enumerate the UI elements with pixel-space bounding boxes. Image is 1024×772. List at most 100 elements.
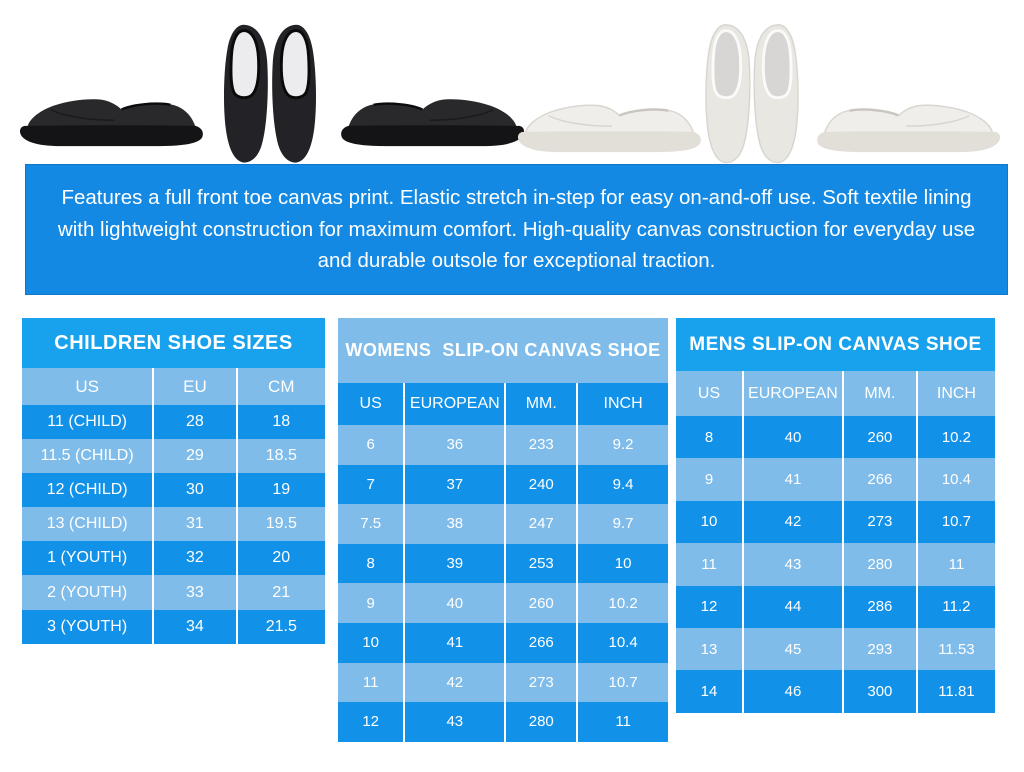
- table-cell: 13: [700, 640, 718, 658]
- table-row: 1 (YOUTH) 32 20: [22, 541, 325, 576]
- table-cell: 21.5: [235, 609, 325, 644]
- table-cell: 233: [504, 425, 576, 465]
- table-cell: 12: [700, 598, 718, 616]
- header-cell: INCH: [915, 371, 995, 416]
- table-cell: 280: [841, 543, 916, 586]
- table-cell: 13 (CHILD): [46, 515, 128, 533]
- table-row: 6 36 233 9.2: [338, 425, 668, 465]
- table-cell: 18: [235, 405, 325, 440]
- table-cell: 19: [235, 473, 325, 508]
- table-cell: 3 (YOUTH): [47, 617, 128, 635]
- black-shoe-side-left-image: [19, 99, 203, 147]
- table-row: 12 44 286 11.2: [676, 585, 995, 628]
- table-cell: 8: [704, 428, 714, 446]
- table-cell: 240: [504, 464, 576, 505]
- table-cell: 10.2: [576, 583, 668, 623]
- table-cell: 7.5: [360, 515, 382, 533]
- table-cell: 273: [504, 662, 576, 703]
- table-cell: 18.5: [235, 439, 325, 474]
- table-cell: 7: [366, 475, 375, 493]
- table-cell: 36: [403, 425, 504, 465]
- table-cell: 8: [366, 555, 375, 573]
- table-cell: 11: [915, 543, 995, 586]
- womens-table-header-row: US EUROPEAN MM. INCH: [338, 383, 668, 425]
- table-cell: 10.4: [915, 458, 995, 501]
- table-cell: 11 (CHILD): [47, 413, 127, 431]
- table-cell: 11: [362, 673, 379, 691]
- table-row: 9 41 266 10.4: [676, 458, 995, 501]
- header-cell: CM: [235, 368, 325, 405]
- table-cell: 10: [700, 513, 718, 531]
- table-cell: 31: [152, 507, 235, 542]
- header-cell: EUROPEAN: [742, 371, 842, 416]
- header-cell: MM.: [504, 383, 576, 425]
- table-row: 3 (YOUTH) 34 21.5: [22, 609, 325, 644]
- table-cell: 11.53: [915, 627, 995, 671]
- children-table-title: CHILDREN SHOE SIZES: [22, 318, 325, 368]
- table-cell: 10: [576, 543, 668, 584]
- table-row: 10 42 273 10.7: [676, 500, 995, 544]
- table-cell: 40: [403, 583, 504, 623]
- table-cell: 266: [504, 622, 576, 663]
- table-row: 13 45 293 11.53: [676, 627, 995, 671]
- womens-table-title: WOMENS SLIP-ON CANVAS SHOE: [338, 318, 668, 383]
- table-row: 12 (CHILD) 30 19: [22, 473, 325, 508]
- table-cell: 286: [841, 585, 916, 628]
- table-cell: 12: [362, 713, 379, 731]
- table-cell: 33: [152, 575, 235, 610]
- womens-table-body: 6 36 233 9.2 7 37 240 9.4 7.5 38 247 9.7 8 39 253 10 9 40…: [338, 425, 668, 742]
- children-table-header-row: US EU CM: [22, 368, 325, 405]
- table-cell: 1 (YOUTH): [47, 549, 128, 567]
- table-cell: 11.5 (CHILD): [40, 447, 134, 465]
- header-cell: US: [697, 384, 721, 402]
- table-cell: 43: [403, 702, 504, 742]
- table-row: 11 42 273 10.7: [338, 662, 668, 703]
- table-cell: 273: [841, 500, 916, 544]
- mens-table-title: MENS SLIP-ON CANVAS SHOE: [676, 318, 995, 371]
- table-cell: 253: [504, 543, 576, 584]
- table-cell: 44: [742, 585, 842, 628]
- children-table-body: 11 (CHILD) 28 18 11.5 (CHILD) 29 18.5 12 (CHIL…: [22, 405, 325, 644]
- table-cell: 6: [366, 436, 375, 454]
- table-cell: 42: [742, 500, 842, 544]
- table-cell: 32: [152, 541, 235, 576]
- black-shoe-side-right-image: [341, 99, 525, 147]
- table-cell: 11: [576, 702, 668, 742]
- table-cell: 19.5: [235, 507, 325, 542]
- table-row: 7 37 240 9.4: [338, 464, 668, 505]
- table-cell: 21: [235, 575, 325, 610]
- description-banner: Features a full front toe canvas print. …: [25, 164, 1008, 295]
- table-cell: 42: [403, 662, 504, 703]
- mens-table-header-row: US EUROPEAN MM. INCH: [676, 371, 995, 416]
- table-row: 9 40 260 10.2: [338, 583, 668, 623]
- table-cell: 10.2: [915, 416, 995, 459]
- black-shoes-top-pair-image: [223, 23, 318, 165]
- table-cell: 30: [152, 473, 235, 508]
- table-cell: 43: [742, 543, 842, 586]
- table-cell: 28: [152, 405, 235, 440]
- header-cell: EUROPEAN: [403, 383, 504, 425]
- table-cell: 10.4: [576, 622, 668, 663]
- white-shoe-side-left-image: [517, 104, 701, 153]
- table-row: 8 39 253 10: [338, 543, 668, 584]
- table-row: 11.5 (CHILD) 29 18.5: [22, 439, 325, 474]
- table-cell: 40: [742, 416, 842, 459]
- table-cell: 39: [403, 543, 504, 584]
- table-cell: 260: [841, 416, 916, 459]
- table-cell: 45: [742, 627, 842, 671]
- table-row: 13 (CHILD) 31 19.5: [22, 507, 325, 542]
- table-cell: 38: [403, 504, 504, 544]
- table-row: 7.5 38 247 9.7: [338, 504, 668, 544]
- table-cell: 260: [504, 583, 576, 623]
- table-cell: 2 (YOUTH): [47, 583, 128, 601]
- header-cell: US: [75, 376, 99, 396]
- header-cell: US: [359, 395, 382, 412]
- table-cell: 14: [700, 683, 718, 701]
- header-cell: EU: [152, 368, 235, 405]
- table-cell: 280: [504, 702, 576, 742]
- table-cell: 11.81: [915, 670, 995, 713]
- header-cell: MM.: [841, 371, 916, 416]
- table-row: 2 (YOUTH) 33 21: [22, 575, 325, 610]
- table-cell: 293: [841, 627, 916, 671]
- table-row: 8 40 260 10.2: [676, 416, 995, 459]
